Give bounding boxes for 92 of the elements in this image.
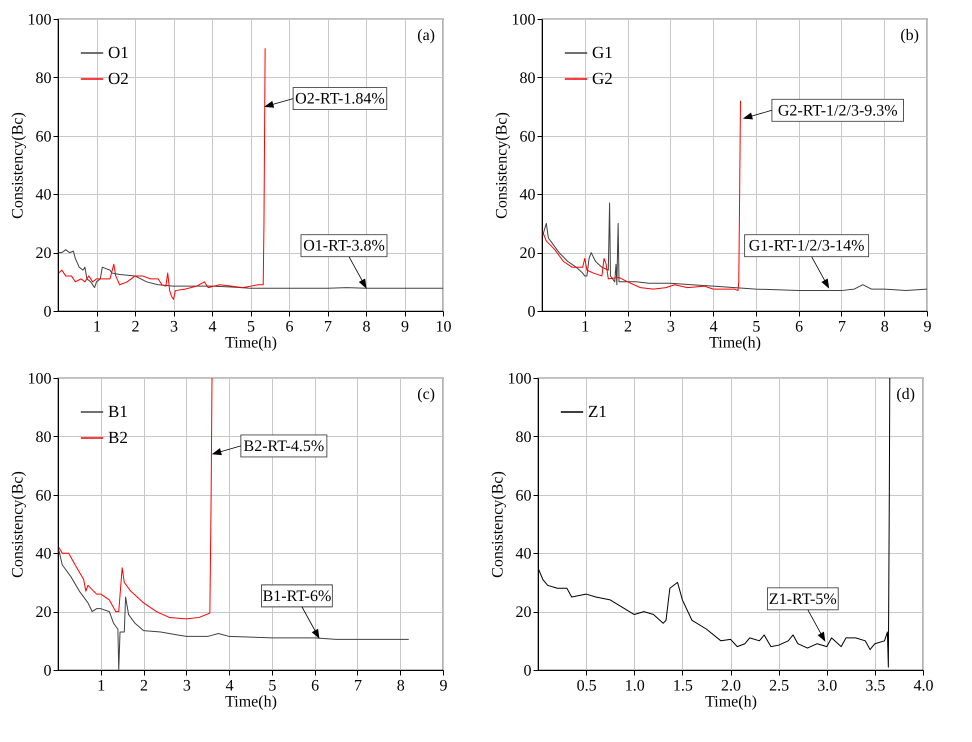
x-tick-label: 2.5 (769, 678, 790, 694)
x-tick-label: 5 (247, 318, 255, 336)
x-tick-label: 10 (436, 318, 452, 336)
x-axis-title: Time(h) (225, 694, 277, 710)
x-tick-label: 7 (838, 318, 846, 336)
x-tick-label: 3.5 (865, 678, 886, 694)
annotation: B1-RT-6% (262, 588, 332, 605)
x-tick-label: 3 (666, 318, 675, 336)
y-axis-title: Consistency(Bc) (494, 112, 510, 219)
y-tick-label: 20 (520, 245, 536, 262)
x-tick-label: 1.5 (672, 678, 693, 694)
annotation: O1-RT-3.8% (303, 238, 385, 255)
legend-label: G1 (592, 43, 613, 62)
line-series (58, 48, 266, 300)
x-tick-label: 9 (440, 678, 448, 694)
y-tick-label: 100 (28, 12, 52, 28)
annotation: G1-RT-1/2/3-14% (748, 238, 864, 255)
annotation: B2-RT-4.5% (244, 438, 324, 455)
y-tick-label: 0 (528, 304, 536, 320)
x-tick-label: 4 (226, 678, 234, 694)
x-tick-label: 3 (182, 678, 191, 694)
x-tick-label: 5 (268, 678, 276, 694)
x-tick-label: 3.0 (817, 678, 838, 694)
y-tick-label: 40 (516, 546, 532, 563)
y-axis-title: Consistency(Bc) (10, 471, 26, 578)
x-tick-label: 9 (924, 318, 932, 336)
y-tick-label: 0 (524, 662, 532, 680)
y-tick-label: 60 (36, 487, 52, 504)
x-tick-label: 9 (401, 318, 409, 336)
legend-label: Z1 (588, 402, 607, 421)
line-series (58, 550, 410, 670)
line-series (58, 249, 443, 289)
y-tick-label: 0 (44, 662, 52, 680)
y-tick-label: 20 (36, 604, 52, 622)
annotation: (a) (417, 27, 435, 44)
y-axis-title: Consistency(Bc) (490, 471, 506, 578)
y-tick-label: 100 (28, 370, 52, 388)
x-tick-label: 2 (132, 318, 140, 336)
x-tick-label: 6 (286, 318, 294, 336)
y-tick-label: 20 (516, 604, 532, 622)
x-tick-label: 3 (170, 318, 178, 336)
x-tick-label: 1 (97, 678, 106, 694)
legend-label: G2 (592, 69, 613, 88)
x-tick-label: 7 (354, 678, 362, 694)
x-tick-label: 8 (362, 318, 370, 336)
x-tick-label: 7 (324, 318, 332, 336)
x-tick-label: 4.0 (914, 678, 934, 694)
x-axis-title: Time(h) (709, 334, 761, 352)
y-tick-label: 40 (36, 186, 52, 204)
y-tick-label: 80 (520, 70, 536, 87)
y-tick-label: 40 (36, 546, 52, 563)
annotation: (c) (417, 386, 435, 403)
x-tick-label: 2.0 (721, 678, 741, 694)
x-tick-label: 8 (396, 678, 405, 694)
y-axis-title: Consistency(Bc) (10, 112, 26, 219)
x-tick-label: 1 (581, 318, 590, 336)
y-tick-label: 80 (36, 70, 52, 87)
x-tick-label: 0.5 (576, 678, 597, 694)
y-tick-label: 100 (508, 370, 532, 388)
x-tick-label: 4 (208, 318, 216, 336)
x-tick-label: 6 (311, 678, 320, 694)
y-tick-label: 60 (520, 128, 536, 146)
annotation: (b) (900, 27, 919, 44)
x-tick-label: 2 (140, 678, 148, 694)
legend-label: B1 (108, 402, 128, 421)
x-tick-label: 2 (624, 318, 632, 336)
legend-label: O1 (108, 43, 129, 62)
line-series (58, 378, 212, 620)
legend-label: O2 (108, 69, 129, 88)
x-tick-label: 8 (880, 318, 889, 336)
annotation: O2-RT-1.84% (295, 90, 385, 108)
annotation: G2-RT-1/2/3-9.3% (778, 102, 898, 120)
y-tick-label: 20 (36, 245, 52, 262)
x-tick-label: 1.0 (624, 678, 645, 694)
y-tick-label: 60 (36, 128, 52, 146)
y-tick-label: 100 (512, 12, 536, 28)
line-series (542, 100, 741, 292)
annotation: Z1-RT-5% (768, 590, 837, 608)
y-tick-label: 80 (516, 428, 532, 446)
y-tick-label: 40 (520, 186, 536, 204)
x-axis-title: Time(h) (225, 334, 277, 352)
y-tick-label: 0 (44, 304, 52, 320)
x-tick-label: 1 (93, 318, 101, 336)
line-series (542, 202, 927, 292)
x-tick-label: 6 (795, 318, 804, 336)
x-axis-title: Time(h) (705, 694, 757, 710)
y-tick-label: 60 (516, 487, 532, 504)
y-tick-label: 80 (36, 428, 52, 446)
legend-label: B2 (108, 428, 128, 447)
annotation: (d) (896, 386, 915, 403)
x-tick-label: 4 (710, 318, 718, 336)
x-tick-label: 5 (752, 318, 760, 336)
